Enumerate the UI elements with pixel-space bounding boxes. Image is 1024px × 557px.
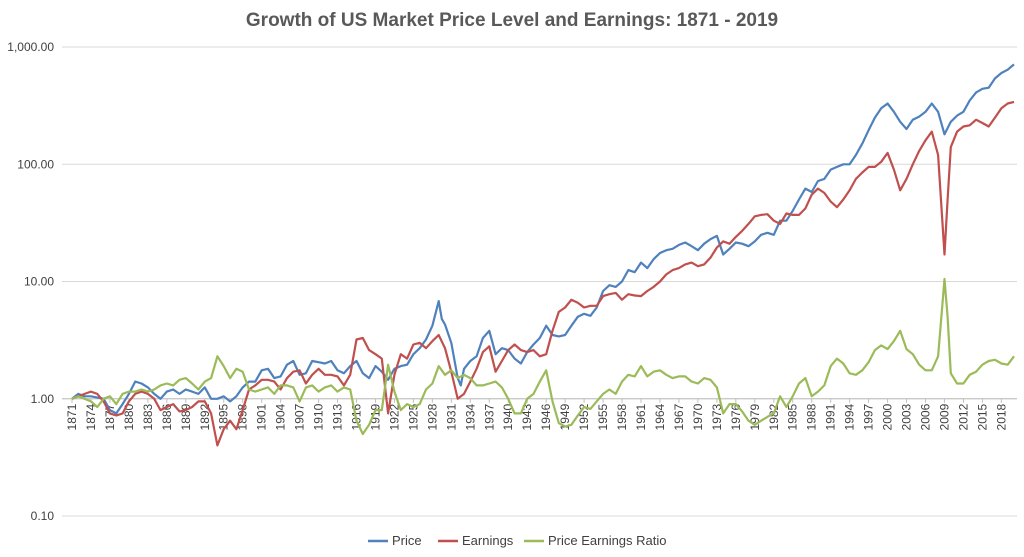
x-tick-label: 1970 bbox=[691, 403, 705, 430]
x-tick-label: 1967 bbox=[672, 403, 686, 430]
x-tick-label: 1937 bbox=[482, 403, 496, 430]
x-tick-label: 2006 bbox=[918, 403, 932, 430]
y-axis: 0.10 1.00 10.00 100.00 1,000.00 bbox=[7, 40, 54, 523]
x-tick-label: 1913 bbox=[331, 403, 345, 430]
x-tick-label: 1904 bbox=[274, 403, 288, 430]
x-tick-label: 1997 bbox=[862, 403, 876, 430]
x-tick-label: 1940 bbox=[501, 403, 515, 430]
legend-label: Price Earnings Ratio bbox=[548, 533, 667, 548]
x-tick-label: 1925 bbox=[406, 403, 420, 430]
x-tick-label: 1919 bbox=[368, 403, 382, 430]
x-tick-label: 2000 bbox=[881, 403, 895, 430]
x-tick-label: 1928 bbox=[425, 403, 439, 430]
x-tick-label: 1994 bbox=[843, 403, 857, 430]
plot-area bbox=[71, 63, 1015, 447]
y-tick-label: 10.00 bbox=[24, 275, 54, 289]
x-tick-label: 1907 bbox=[293, 403, 307, 430]
x-tick-label: 1934 bbox=[463, 403, 477, 430]
y-tick-label: 100.00 bbox=[17, 157, 54, 171]
x-tick-label: 2012 bbox=[956, 403, 970, 430]
series-line-price bbox=[71, 63, 1015, 415]
x-tick-label: 1961 bbox=[634, 403, 648, 430]
x-tick-label: 1874 bbox=[84, 403, 98, 430]
x-tick-label: 1958 bbox=[615, 403, 629, 430]
x-tick-label: 1901 bbox=[255, 403, 269, 430]
x-tick-label: 1883 bbox=[141, 403, 155, 430]
x-tick-label: 2009 bbox=[937, 403, 951, 430]
x-tick-label: 1943 bbox=[520, 403, 534, 430]
gridlines bbox=[62, 46, 1017, 517]
x-tick-label: 1895 bbox=[217, 403, 231, 430]
x-tick-label: 1982 bbox=[767, 403, 781, 430]
x-tick-label: 1877 bbox=[103, 403, 117, 430]
x-tick-label: 1886 bbox=[160, 403, 174, 430]
x-tick-label: 2018 bbox=[994, 403, 1008, 430]
legend-label: Earnings bbox=[462, 533, 514, 548]
x-tick-label: 1976 bbox=[729, 403, 743, 430]
x-tick-label: 1979 bbox=[748, 403, 762, 430]
x-tick-label: 1922 bbox=[387, 403, 401, 430]
x-tick-label: 2003 bbox=[900, 403, 914, 430]
x-tick-label: 1910 bbox=[312, 403, 326, 430]
x-tick-label: 2015 bbox=[975, 403, 989, 430]
legend-label: Price bbox=[392, 533, 422, 548]
x-tick-label: 1955 bbox=[596, 403, 610, 430]
x-tick-label: 1985 bbox=[786, 403, 800, 430]
x-tick-label: 1880 bbox=[122, 403, 136, 430]
legend: Price Earnings Price Earnings Ratio bbox=[368, 533, 667, 548]
x-tick-label: 1991 bbox=[824, 403, 838, 430]
x-tick-label: 1931 bbox=[444, 403, 458, 430]
x-tick-label: 1973 bbox=[710, 403, 724, 430]
x-tick-label: 1871 bbox=[65, 403, 79, 430]
x-tick-label: 1892 bbox=[198, 403, 212, 430]
y-tick-label: 1.00 bbox=[31, 392, 55, 406]
x-tick-label: 1946 bbox=[539, 403, 553, 430]
chart-title: Growth of US Market Price Level and Earn… bbox=[246, 10, 778, 31]
y-tick-label: 0.10 bbox=[31, 509, 55, 523]
y-tick-label: 1,000.00 bbox=[7, 40, 54, 54]
series-line-price-earnings-ratio bbox=[71, 277, 1015, 436]
x-axis: 1871 1874 1877 1880 1883 1886 1889 1892 1895 1898… bbox=[65, 398, 1008, 430]
series-line-earnings bbox=[71, 100, 1015, 447]
x-tick-label: 1964 bbox=[653, 403, 667, 430]
x-tick-label: 1988 bbox=[805, 403, 819, 430]
